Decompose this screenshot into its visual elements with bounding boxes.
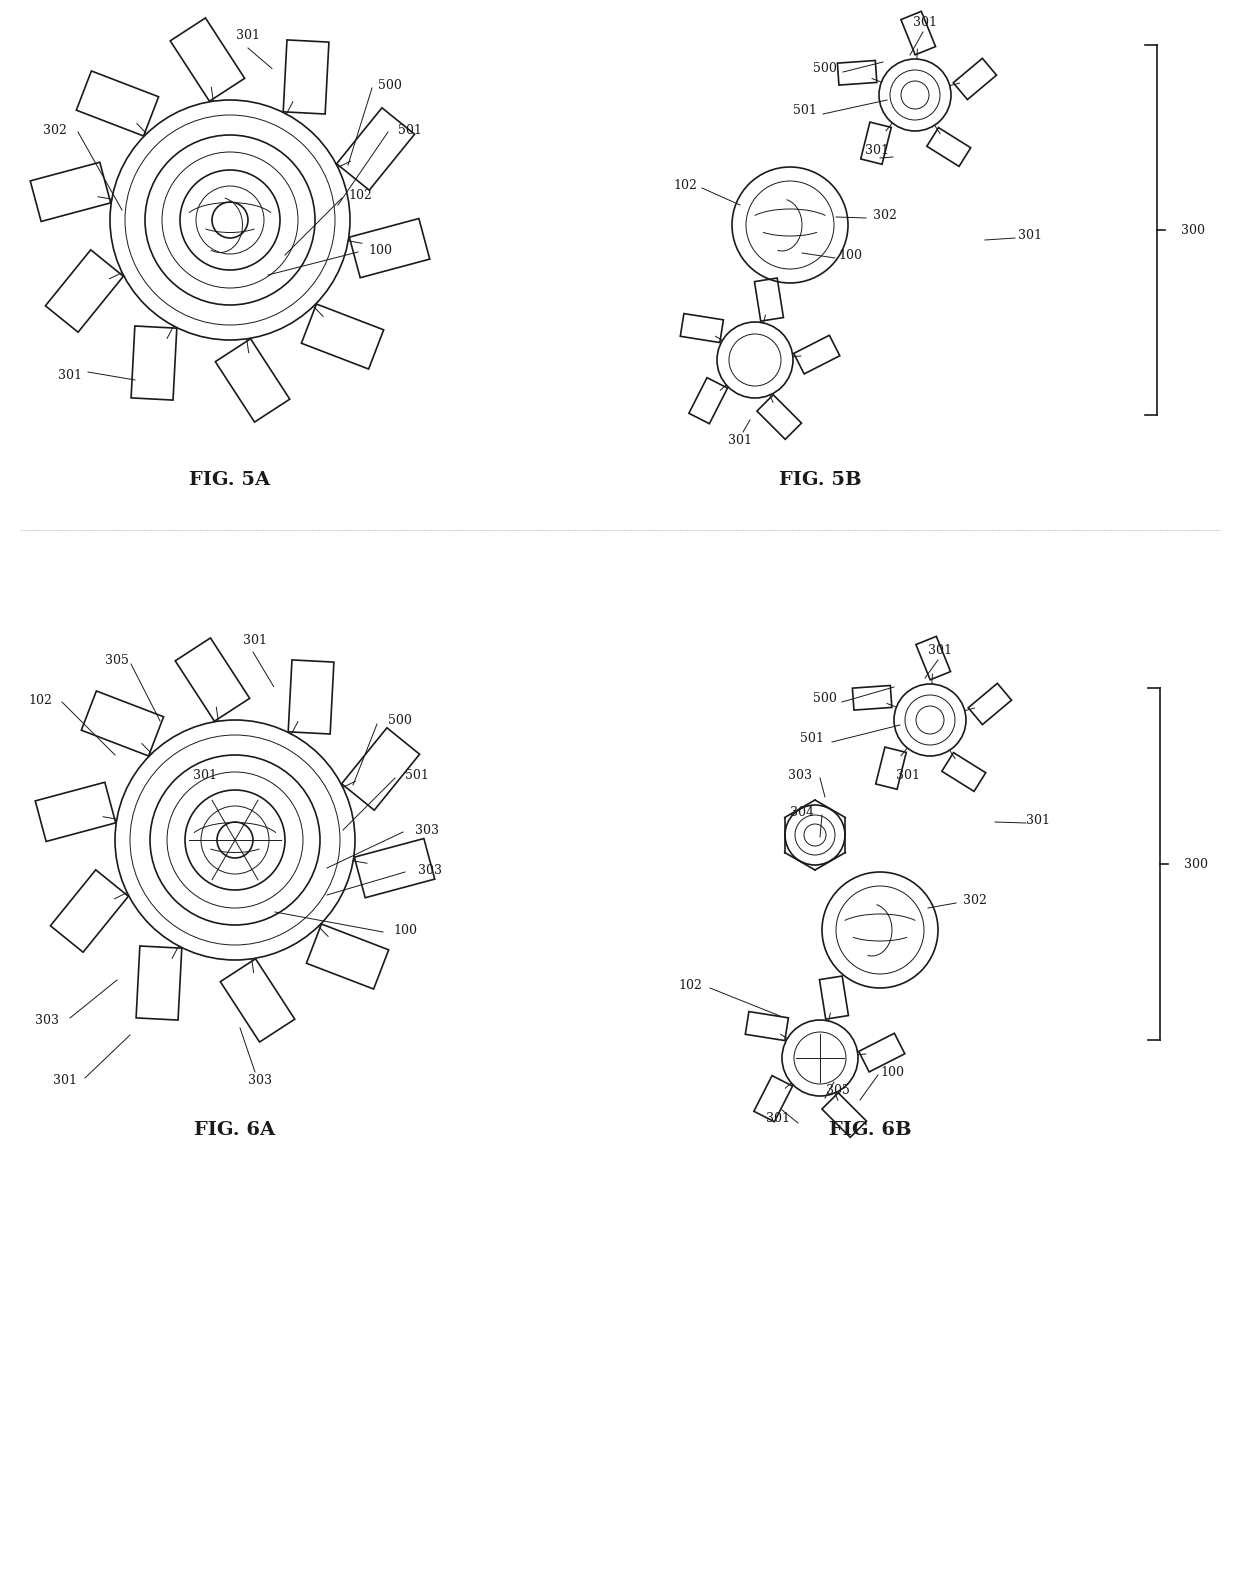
Text: 301: 301	[913, 16, 937, 28]
Text: 102: 102	[348, 189, 372, 202]
Text: 302: 302	[43, 123, 67, 137]
Text: 500: 500	[378, 79, 402, 91]
Text: FIG. 6A: FIG. 6A	[195, 1121, 275, 1139]
Text: FIG. 5B: FIG. 5B	[779, 471, 862, 489]
Text: 304: 304	[790, 805, 813, 818]
Text: 102: 102	[678, 979, 702, 991]
Text: 301: 301	[243, 634, 267, 646]
Text: 302: 302	[963, 894, 987, 906]
Text: 300: 300	[1184, 857, 1208, 870]
Text: 305: 305	[826, 1084, 849, 1097]
Text: 303: 303	[248, 1073, 272, 1086]
Text: 303: 303	[35, 1013, 60, 1026]
Text: 303: 303	[787, 769, 812, 782]
Text: 301: 301	[193, 769, 217, 782]
Text: 500: 500	[813, 61, 837, 74]
Text: 100: 100	[838, 249, 862, 262]
Text: 302: 302	[873, 208, 897, 222]
Text: 501: 501	[405, 769, 429, 782]
Text: 301: 301	[866, 143, 889, 156]
Text: 303: 303	[418, 864, 441, 876]
Text: 102: 102	[673, 178, 697, 192]
Text: 301: 301	[897, 769, 920, 782]
Text: 305: 305	[105, 654, 129, 667]
Text: 100: 100	[368, 244, 392, 257]
Text: 301: 301	[928, 643, 952, 657]
Text: 100: 100	[880, 1065, 904, 1078]
Text: 301: 301	[1018, 229, 1042, 241]
Text: 501: 501	[398, 123, 422, 137]
Text: 501: 501	[800, 731, 823, 744]
Text: 102: 102	[29, 693, 52, 706]
Text: 301: 301	[236, 28, 260, 41]
Text: 501: 501	[794, 104, 817, 117]
Text: FIG. 5A: FIG. 5A	[190, 471, 270, 489]
Text: 301: 301	[766, 1111, 790, 1125]
Text: 303: 303	[415, 824, 439, 837]
Text: 301: 301	[728, 433, 751, 446]
Text: 300: 300	[1180, 224, 1205, 236]
Text: FIG. 6B: FIG. 6B	[828, 1121, 911, 1139]
Text: 301: 301	[53, 1073, 77, 1086]
Text: 500: 500	[813, 692, 837, 704]
Text: 500: 500	[388, 714, 412, 727]
Text: 100: 100	[393, 924, 417, 936]
Text: 301: 301	[58, 369, 82, 381]
Text: 301: 301	[1025, 813, 1050, 826]
